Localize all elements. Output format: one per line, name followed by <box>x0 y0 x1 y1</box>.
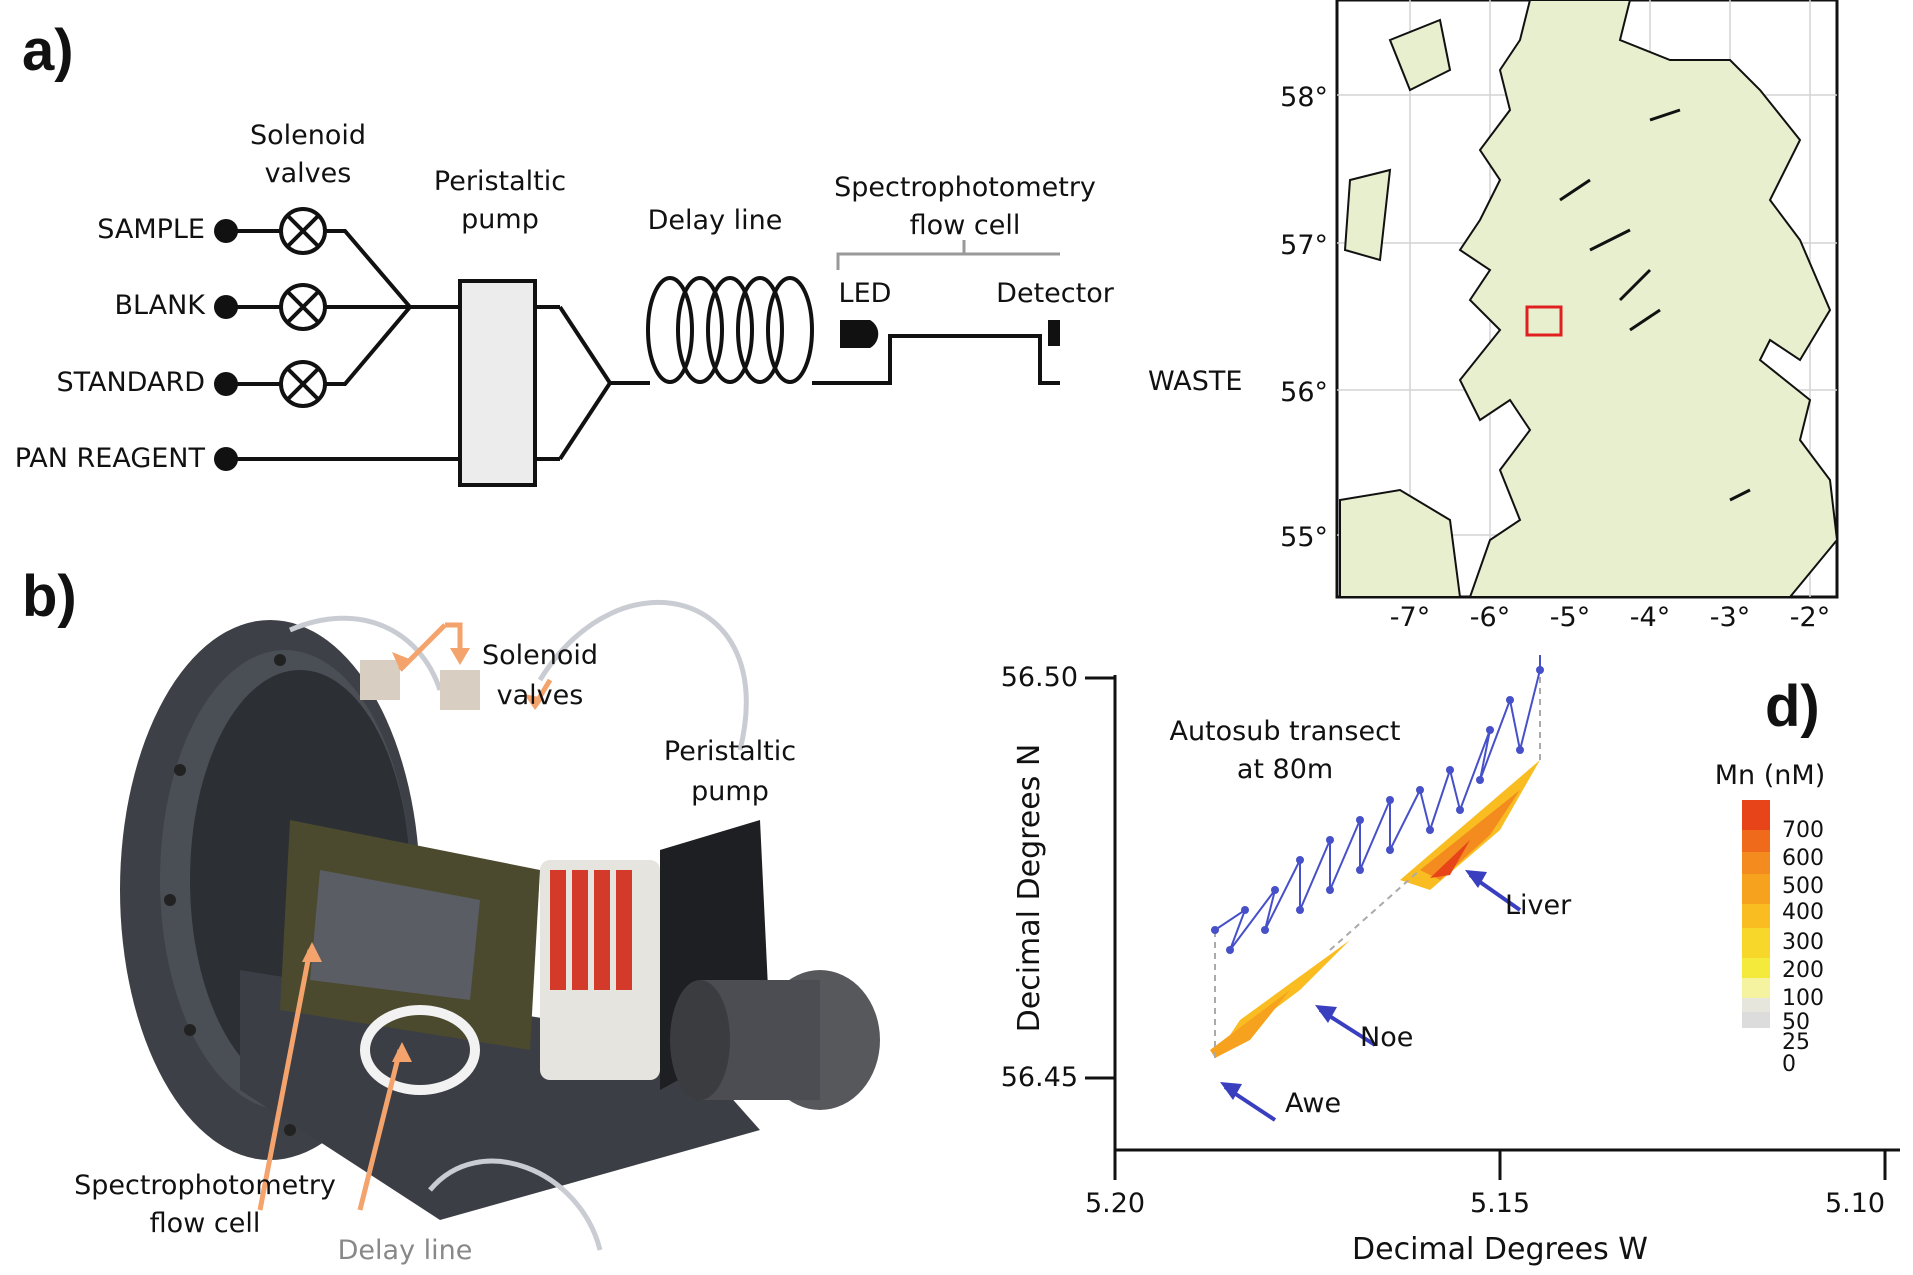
detector-icon <box>1048 320 1060 346</box>
pump-label-line2: pump <box>461 204 539 235</box>
scotland-map <box>1335 0 1839 599</box>
legend-600: 600 <box>1782 846 1824 871</box>
legend-500: 500 <box>1782 874 1824 899</box>
pump-label-line1: Peristaltic <box>433 166 567 197</box>
solenoid-label-line2: valves <box>264 158 352 189</box>
label-liver: Liver <box>1505 890 1572 921</box>
xtick-5-20: 5.20 <box>1084 1188 1146 1219</box>
panel-b-letter: b) <box>22 564 77 629</box>
xtick-5-15: 5.15 <box>1469 1188 1531 1219</box>
panel-d-letter: d) <box>1765 674 1820 739</box>
legend-200: 200 <box>1782 958 1824 983</box>
map-lon-3: -3° <box>1709 602 1751 633</box>
awe-arrow-icon <box>1220 1082 1242 1100</box>
map-lon-4: -4° <box>1629 602 1671 633</box>
xlabel: Decimal Degrees W <box>1352 1232 1648 1267</box>
legend-25: 25 <box>1782 1030 1810 1055</box>
annotation-line1: Autosub transect <box>1169 716 1401 747</box>
legend-0: 0 <box>1782 1052 1796 1077</box>
legend-100: 100 <box>1782 986 1824 1011</box>
plume-awe <box>1210 990 1290 1058</box>
legend-700: 700 <box>1782 818 1824 843</box>
label-awe: Awe <box>1285 1088 1342 1119</box>
photo-pump-label-2: pump <box>691 776 769 807</box>
legend-300: 300 <box>1782 930 1824 955</box>
ylabel: Decimal Degrees N <box>1012 743 1047 1033</box>
legend-50: 50 <box>1782 1010 1810 1035</box>
plume-liver <box>1400 760 1540 890</box>
solenoid-label-line1: Solenoid <box>249 120 367 151</box>
land-mass <box>1458 0 1839 598</box>
liver-arrow-icon <box>1465 870 1487 888</box>
input-blank: BLANK <box>114 290 205 321</box>
input-sample: SAMPLE <box>97 214 205 245</box>
waste-label: WASTE <box>1148 366 1243 397</box>
label-noe: Noe <box>1360 1022 1414 1053</box>
ytick-56-45: 56.45 <box>1000 1062 1078 1093</box>
flowcell-label-line2: flow cell <box>909 210 1021 241</box>
transect-plot <box>1085 655 1900 1180</box>
led-label: LED <box>838 278 892 309</box>
legend-400: 400 <box>1782 900 1824 925</box>
xtick-5-10: 5.10 <box>1824 1188 1886 1219</box>
flow-schematic <box>214 207 1060 487</box>
map-lon-7: -7° <box>1389 602 1431 633</box>
delay-label: Delay line <box>647 205 783 236</box>
detector-label: Detector <box>996 278 1114 309</box>
photo-solenoid-label-1: Solenoid <box>481 640 599 671</box>
photo-delay-label: Delay line <box>337 1235 473 1266</box>
map-lon-5: -5° <box>1549 602 1591 633</box>
input-pan-reagent: PAN REAGENT <box>14 443 205 474</box>
study-area-box <box>1525 305 1563 337</box>
pump-box <box>458 279 537 487</box>
panel-a-letter: a) <box>22 18 74 83</box>
photo-solenoid-label-2: valves <box>496 680 584 711</box>
map-lat-57: 57° <box>1280 230 1328 261</box>
map-lat-58: 58° <box>1280 82 1328 113</box>
noe-arrow-icon <box>1315 1005 1337 1023</box>
mn-legend <box>1742 800 1770 1028</box>
flowcell-label-line1: Spectrophotometry <box>834 172 1096 203</box>
photo-pump-label-1: Peristaltic <box>663 736 797 767</box>
photo-flowcell-label-2: flow cell <box>149 1208 261 1239</box>
annotation-line2: at 80m <box>1236 754 1334 785</box>
legend-title: Mn (nM) <box>1714 760 1826 791</box>
map-lat-56: 56° <box>1280 377 1328 408</box>
ytick-56-50: 56.50 <box>1000 662 1078 693</box>
led-icon <box>840 320 879 348</box>
map-lon-6: -6° <box>1469 602 1511 633</box>
photo-flowcell-label-1: Spectrophotometry <box>74 1170 336 1201</box>
input-standard: STANDARD <box>56 367 205 398</box>
instrument-photo <box>120 599 880 1251</box>
map-lat-55: 55° <box>1280 522 1328 553</box>
map-lon-2: -2° <box>1789 602 1831 633</box>
